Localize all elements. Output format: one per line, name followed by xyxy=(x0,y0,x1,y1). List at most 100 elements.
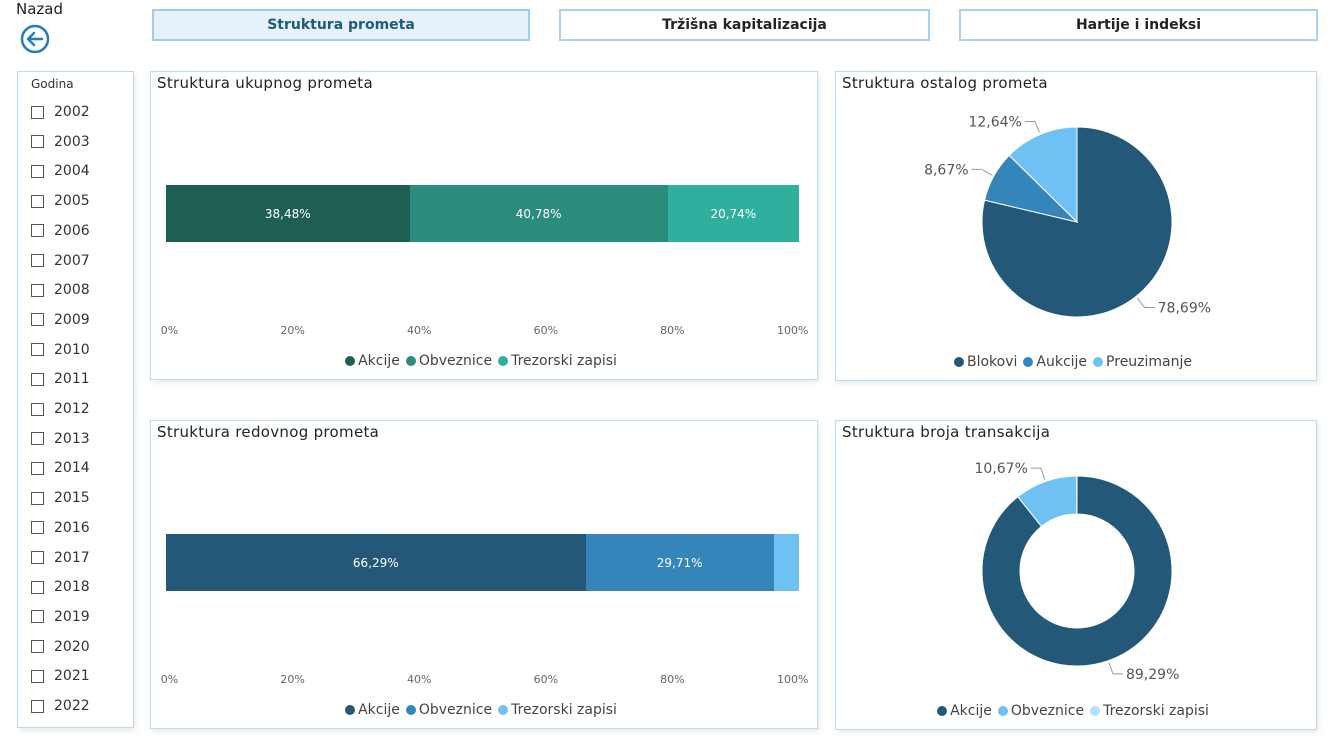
checkbox[interactable] xyxy=(31,194,44,208)
checkbox[interactable] xyxy=(31,461,44,475)
year-label: 2002 xyxy=(54,104,90,120)
year-label: 2018 xyxy=(54,579,90,596)
checkbox[interactable] xyxy=(31,402,44,416)
chart-title: Struktura broja transakcija xyxy=(842,423,1051,441)
bar-segment-trezorski-zapisi[interactable] xyxy=(773,534,799,591)
chart-title: Struktura redovnog prometa xyxy=(157,423,380,441)
bar-segment-akcije[interactable]: 66,29% xyxy=(166,534,586,591)
checkbox[interactable] xyxy=(31,491,44,505)
chart-redovni-promet: Struktura redovnog prometa 66,29% 29,71% … xyxy=(150,420,818,729)
checkbox[interactable] xyxy=(31,135,44,149)
year-option-2002[interactable]: 2002 xyxy=(31,101,90,123)
year-option-2019[interactable]: 2019 xyxy=(31,606,90,628)
tab-hartije-i-indeksi[interactable]: Hartije i indeksi xyxy=(959,9,1318,41)
x-tick-label: 100% xyxy=(776,324,809,337)
legend-item[interactable]: Trezorski zapisi xyxy=(498,353,617,369)
year-label: 2004 xyxy=(54,163,90,180)
x-tick-label: 60% xyxy=(533,324,559,337)
checkbox[interactable] xyxy=(31,521,44,535)
legend-item[interactable]: Blokovi xyxy=(953,354,1017,370)
year-option-2009[interactable]: 2009 xyxy=(31,309,90,331)
checkbox[interactable] xyxy=(31,254,44,267)
legend-dot xyxy=(953,357,964,367)
back-label: Nazad xyxy=(16,0,63,18)
year-option-2010[interactable]: 2010 xyxy=(31,339,90,361)
leader-line xyxy=(971,168,993,176)
year-option-2007[interactable]: 2007 xyxy=(31,250,90,272)
checkbox[interactable] xyxy=(31,551,44,564)
year-option-2021[interactable]: 2021 xyxy=(31,665,90,687)
legend-item[interactable]: Akcije xyxy=(345,353,400,369)
checkbox[interactable] xyxy=(31,224,44,238)
year-option-2015[interactable]: 2015 xyxy=(31,487,90,509)
data-label: 78,69% xyxy=(1158,300,1211,316)
year-label: 2022 xyxy=(54,698,90,714)
year-label: 2013 xyxy=(54,430,90,447)
year-option-2012[interactable]: 2012 xyxy=(31,398,90,420)
year-label: 2003 xyxy=(54,133,90,150)
x-tick-label: 20% xyxy=(280,324,305,337)
year-option-2016[interactable]: 2016 xyxy=(31,517,90,539)
leader-line xyxy=(1136,297,1155,308)
year-option-2020[interactable]: 2020 xyxy=(31,636,90,658)
year-option-2006[interactable]: 2006 xyxy=(31,220,90,242)
checkbox[interactable] xyxy=(31,164,44,178)
back-arrow-icon[interactable] xyxy=(20,24,50,54)
legend-dot xyxy=(345,356,356,366)
checkbox[interactable] xyxy=(31,610,44,624)
checkbox[interactable] xyxy=(31,580,44,594)
bar-segment-obveznice[interactable]: 29,71% xyxy=(585,534,774,591)
legend-item[interactable]: Akcije xyxy=(937,703,992,719)
chart-legend: Blokovi Aukcije Preuzimanje xyxy=(836,354,1316,370)
checkbox[interactable] xyxy=(31,669,44,683)
legend-item[interactable]: Obveznice xyxy=(997,703,1085,719)
legend-item[interactable]: Trezorski zapisi xyxy=(1090,703,1209,719)
bar-segment-obveznice[interactable]: 40,78% xyxy=(409,185,668,242)
data-label: 20,74% xyxy=(710,206,757,221)
legend-item[interactable]: Obveznice xyxy=(405,353,492,369)
x-tick-label: 100% xyxy=(776,673,809,686)
year-option-2018[interactable]: 2018 xyxy=(31,576,90,598)
legend-label: Obveznice xyxy=(1010,703,1085,719)
legend-item[interactable]: Trezorski zapisi xyxy=(498,702,617,718)
year-label: 2016 xyxy=(54,519,90,536)
legend-item[interactable]: Preuzimanje xyxy=(1093,354,1192,370)
legend-label: Obveznice xyxy=(418,702,493,718)
year-option-2017[interactable]: 2017 xyxy=(31,547,90,569)
year-option-2013[interactable]: 2013 xyxy=(31,428,90,450)
year-label: 2008 xyxy=(54,282,90,299)
checkbox[interactable] xyxy=(31,372,44,386)
checkbox[interactable] xyxy=(31,432,44,446)
year-label: 2019 xyxy=(54,608,90,625)
slicer-title: Godina xyxy=(31,77,74,91)
checkbox[interactable] xyxy=(31,105,44,119)
checkbox[interactable] xyxy=(31,640,44,654)
legend-dot xyxy=(1023,357,1034,367)
tab-trzisna-kapitalizacija[interactable]: Tržišna kapitalizacija xyxy=(559,9,930,41)
checkbox[interactable] xyxy=(31,343,44,357)
year-option-2005[interactable]: 2005 xyxy=(31,190,90,212)
legend-item[interactable]: Obveznice xyxy=(405,702,493,718)
legend-label: Akcije xyxy=(358,702,400,718)
tab-label: Struktura prometa xyxy=(267,17,415,33)
checkbox[interactable] xyxy=(31,313,44,327)
year-option-2011[interactable]: 2011 xyxy=(31,368,90,390)
checkbox[interactable] xyxy=(31,283,44,297)
bar-segment-akcije[interactable]: 38,48% xyxy=(166,185,410,242)
year-option-2004[interactable]: 2004 xyxy=(31,160,90,182)
stacked-bar: 66,29% 29,71% xyxy=(166,534,799,591)
year-label: 2007 xyxy=(54,252,90,269)
checkbox[interactable] xyxy=(31,699,44,713)
legend-item[interactable]: Akcije xyxy=(345,702,400,718)
tab-struktura-prometa[interactable]: Struktura prometa xyxy=(152,9,530,41)
year-option-2014[interactable]: 2014 xyxy=(31,457,90,479)
year-option-2003[interactable]: 2003 xyxy=(31,131,90,153)
slice-preuzimanje[interactable] xyxy=(1008,126,1078,224)
slice-akcije[interactable] xyxy=(981,475,1173,667)
bar-segment-trezorski-zapisi[interactable]: 20,74% xyxy=(667,185,799,242)
legend-dot xyxy=(1090,706,1101,716)
legend-item[interactable]: Aukcije xyxy=(1023,354,1087,370)
year-option-2008[interactable]: 2008 xyxy=(31,279,90,301)
year-option-2022[interactable]: 2022 xyxy=(31,695,90,717)
tab-label: Tržišna kapitalizacija xyxy=(662,17,827,33)
